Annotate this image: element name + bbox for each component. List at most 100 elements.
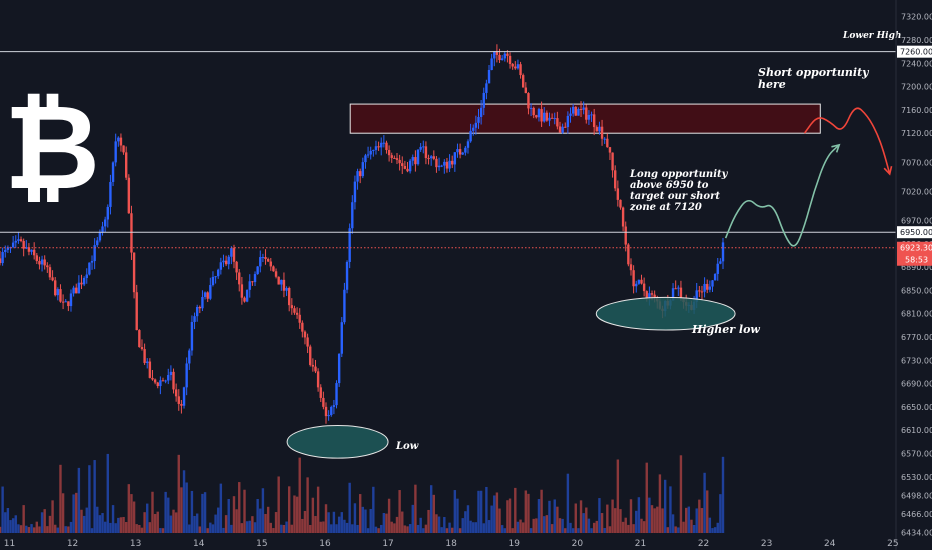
candle-body: [285, 287, 288, 291]
candle-body: [550, 117, 554, 119]
volume-bar: [482, 523, 485, 533]
volume-bar: [295, 496, 299, 533]
volume-bar: [692, 524, 696, 533]
volume-bar: [713, 527, 717, 533]
candle-body: [219, 262, 223, 270]
volume-bar: [40, 512, 44, 533]
volume-bar: [448, 522, 451, 533]
volume-bar: [209, 522, 212, 533]
level-price-tag: [897, 226, 932, 239]
candle-body: [1, 251, 4, 264]
y-tick-label: 7240.00: [901, 59, 932, 68]
candle-body: [369, 150, 372, 155]
candle-body: [138, 330, 141, 348]
candle-body: [264, 256, 267, 260]
candle-body: [351, 202, 354, 229]
volume-bar: [364, 509, 367, 533]
volume-bar: [406, 526, 409, 533]
candle-body: [372, 149, 375, 151]
candle-body: [327, 415, 330, 417]
candle-body: [167, 375, 170, 381]
y-tick-label: 6850.00: [901, 286, 932, 295]
volume-bar: [456, 498, 459, 533]
volume-bar: [98, 515, 102, 533]
candle-body: [25, 247, 28, 249]
candle-body: [619, 199, 622, 208]
volume-bar: [474, 522, 478, 533]
volume-bar: [182, 470, 186, 533]
x-axis[interactable]: 11 12 13 14 15 16 17 18 19 20 21 22 23 24 25: [4, 539, 899, 549]
y-tick-label: 6650.00: [901, 403, 932, 412]
candle-body: [642, 283, 646, 292]
volume-bar: [550, 524, 554, 533]
volume-bar: [595, 520, 599, 533]
volume-bar: [248, 520, 251, 533]
candle-body: [214, 276, 217, 278]
volume-bar: [577, 528, 580, 533]
volume-bar: [411, 504, 414, 533]
candle-body: [330, 406, 333, 416]
long-opportunity-line1: Long opportunity: [629, 169, 729, 180]
candle-body: [195, 306, 199, 317]
candle-body: [429, 156, 433, 159]
x-tick-label: 17: [382, 539, 393, 549]
y-tick-label: 6770.00: [901, 333, 932, 342]
volume-bar: [222, 527, 225, 533]
volume-bar: [132, 501, 136, 533]
volume-bar: [461, 518, 464, 533]
candle-body: [472, 127, 475, 131]
volume-bar: [82, 515, 86, 533]
candle-body: [230, 248, 233, 257]
candle-body: [240, 284, 244, 298]
candle-body: [288, 287, 291, 306]
volume-bar: [598, 498, 601, 533]
candle-body: [151, 377, 154, 380]
volume-bar: [679, 455, 683, 533]
y-tick-label: 7280.00: [901, 36, 932, 45]
volume-bar: [151, 491, 154, 533]
candle-body: [595, 127, 599, 132]
volume-bar: [43, 509, 46, 533]
volume-bar: [458, 528, 462, 533]
volume-bar: [348, 482, 351, 533]
volume-bar: [687, 506, 691, 533]
candle-body: [506, 53, 509, 56]
volume-bar: [635, 510, 638, 533]
candle-body: [716, 263, 719, 274]
candle-body: [135, 292, 138, 331]
candle-body: [671, 288, 675, 301]
volume-bar: [721, 456, 725, 533]
candle-body: [592, 114, 596, 128]
candle-body: [424, 146, 428, 159]
y-tick-label: 7070.00: [901, 158, 932, 167]
volume-bar: [243, 489, 246, 533]
volume-bar: [511, 528, 514, 533]
volume-bar: [77, 467, 81, 533]
volume-bar: [51, 500, 54, 533]
volume-bar: [172, 509, 175, 533]
candle-body: [487, 69, 491, 84]
volume-bar: [195, 513, 199, 533]
volume-bar: [603, 527, 606, 533]
volume-bar: [537, 499, 541, 533]
candle-body: [190, 321, 194, 351]
volume-bar: [288, 486, 291, 533]
volume-bar: [269, 522, 272, 533]
volume-bar: [558, 518, 562, 533]
candle-body: [322, 397, 325, 407]
volume-bar: [164, 491, 167, 533]
candle-body: [582, 107, 585, 110]
volume-bar: [101, 513, 104, 533]
volume-bar: [4, 512, 7, 533]
volume-bar: [380, 524, 383, 533]
volume-bar: [624, 517, 627, 533]
candle-body: [427, 158, 430, 160]
candle-body: [477, 116, 480, 123]
candle-body: [548, 117, 551, 121]
candle-body: [140, 347, 144, 350]
volume-bar: [708, 517, 712, 533]
candle-body: [490, 58, 493, 70]
volume-bar: [611, 499, 614, 533]
